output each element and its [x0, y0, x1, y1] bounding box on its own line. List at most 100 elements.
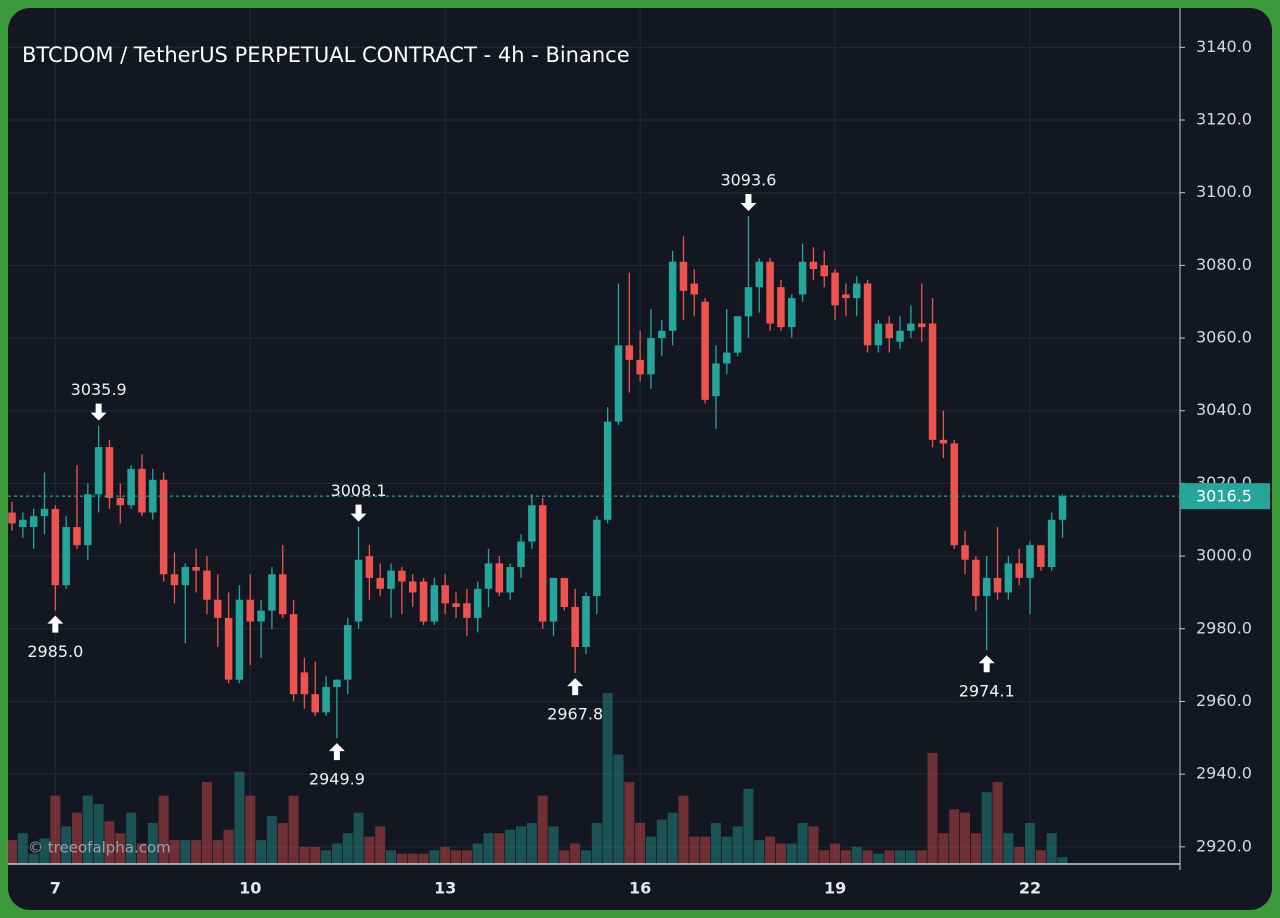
- volume-bar: [797, 822, 808, 864]
- candle-body: [961, 545, 969, 560]
- candle-body: [1015, 563, 1023, 578]
- annotation-label: 2949.9: [309, 770, 365, 789]
- last-price-box: [1180, 483, 1270, 510]
- y-tick-label: 3060.0: [1196, 328, 1252, 347]
- candle-body: [625, 345, 634, 360]
- volume-bar: [656, 819, 667, 864]
- volume-bar: [277, 822, 288, 864]
- y-tick-label: 2940.0: [1196, 764, 1252, 783]
- volume-bar: [234, 771, 245, 864]
- volume-bar: [364, 836, 375, 864]
- volume-bar: [895, 850, 906, 864]
- candle-body: [138, 468, 146, 513]
- volume-bar: [1014, 846, 1025, 864]
- candle-body: [19, 519, 27, 528]
- volume-bar: [429, 850, 440, 864]
- candle-body: [798, 261, 807, 295]
- candle-body: [105, 447, 114, 498]
- volume-bar: [223, 829, 234, 864]
- candle-body: [311, 694, 319, 713]
- volume-bar: [180, 840, 191, 864]
- volume-bar: [353, 812, 364, 864]
- candle-body: [8, 512, 16, 524]
- volume-bar: [992, 781, 1003, 864]
- volume-bar: [1025, 822, 1036, 864]
- y-tick-label: 3120.0: [1196, 110, 1252, 129]
- volume-bar: [104, 821, 115, 864]
- candle-body: [1047, 519, 1056, 568]
- candle-body: [376, 577, 384, 589]
- candle-body: [279, 574, 287, 615]
- candle-body: [300, 672, 309, 695]
- y-tick-label: 3040.0: [1196, 400, 1252, 419]
- volume-bar: [266, 816, 277, 864]
- candle-body: [430, 585, 439, 622]
- volume-bar: [396, 853, 407, 864]
- volume-bar: [158, 795, 169, 864]
- volume-bar: [732, 826, 743, 864]
- volume-bar: [678, 795, 689, 864]
- candle-body: [235, 599, 244, 680]
- candle-body: [192, 567, 200, 571]
- candle-body: [387, 570, 395, 589]
- annotation-label: 2974.1: [959, 682, 1015, 701]
- candle-body: [614, 345, 623, 422]
- candle-body: [333, 679, 341, 687]
- candle-body: [582, 596, 590, 647]
- volume-bar: [570, 843, 581, 864]
- volume-bar: [115, 833, 126, 864]
- candle-body: [257, 610, 265, 622]
- candle-body: [690, 283, 699, 295]
- candle-body: [419, 581, 428, 622]
- volume-bar: [505, 829, 516, 864]
- volume-bar: [851, 846, 862, 864]
- overlay: 2920.02940.02960.02980.03000.03020.03040…: [8, 37, 1270, 898]
- candle-body: [603, 421, 612, 520]
- volume-bar: [645, 836, 656, 864]
- candle-body: [365, 556, 374, 578]
- candle-body: [495, 563, 504, 593]
- last-price-label: 3016.5: [1196, 487, 1252, 506]
- y-tick-label: 2920.0: [1196, 836, 1252, 855]
- candle-body: [777, 287, 785, 328]
- volume-bar: [786, 843, 797, 864]
- candle-body: [40, 508, 49, 517]
- volume-bar: [61, 826, 72, 864]
- volume-bar: [299, 846, 310, 864]
- candle-body: [398, 570, 406, 582]
- candle-body: [907, 323, 915, 331]
- candles: [8, 215, 1067, 739]
- annotation-arrow: [350, 504, 367, 522]
- annotation-arrow: [90, 403, 107, 421]
- y-tick-label: 2960.0: [1196, 691, 1252, 710]
- volume-bar: [1035, 850, 1046, 864]
- candle-body: [463, 603, 471, 618]
- y-tick-label: 2980.0: [1196, 618, 1252, 637]
- candle-body: [484, 563, 493, 589]
- volume-bar: [82, 795, 93, 864]
- candle-body: [62, 527, 70, 586]
- candle-body: [127, 468, 135, 506]
- candle-body: [473, 588, 482, 618]
- volume-bar: [245, 795, 256, 864]
- volume-bar: [451, 850, 462, 864]
- volume-bar: [461, 850, 472, 864]
- candle-body: [723, 352, 731, 364]
- candle-body: [159, 479, 168, 575]
- volume-bar: [884, 850, 895, 864]
- candle-body: [116, 497, 125, 506]
- candle-body: [441, 585, 449, 604]
- volume-bar: [126, 812, 137, 864]
- candle-body: [658, 330, 666, 339]
- volume-bar: [1003, 833, 1014, 864]
- candle-body: [896, 330, 904, 342]
- candle-body: [647, 338, 655, 375]
- volume-bar: [808, 826, 819, 864]
- candle-body: [1004, 563, 1013, 593]
- candle-body: [560, 577, 569, 607]
- candle-body: [549, 577, 558, 622]
- candle-body: [809, 261, 818, 270]
- x-tick-label: 10: [239, 879, 261, 898]
- volume-bar: [39, 838, 50, 864]
